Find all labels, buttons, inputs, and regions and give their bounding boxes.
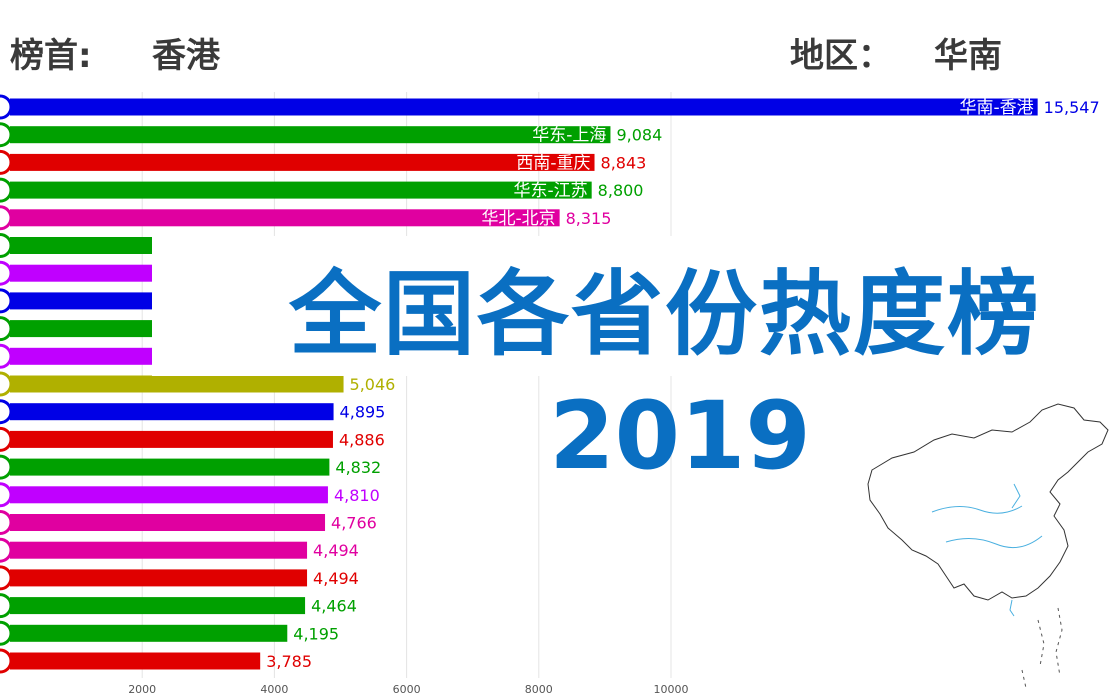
bar-value: 5,046 bbox=[350, 375, 396, 394]
bar-value: 3,785 bbox=[266, 652, 312, 671]
bar-marker bbox=[0, 482, 13, 508]
bar-marker bbox=[0, 205, 13, 231]
bar-value: 8,800 bbox=[598, 181, 644, 200]
bar-marker bbox=[0, 122, 13, 148]
bar-marker bbox=[0, 343, 13, 369]
top-value: 香港 bbox=[152, 36, 220, 76]
bar-value: 4,195 bbox=[293, 624, 339, 643]
bar-marker bbox=[0, 537, 13, 563]
bar-marker bbox=[0, 94, 13, 120]
bar-value: 4,464 bbox=[311, 597, 357, 616]
bar-label: 华北-北京 bbox=[481, 209, 555, 229]
bar-value: 4,832 bbox=[335, 458, 381, 477]
bar-marker bbox=[0, 177, 13, 203]
bar-value: 9,084 bbox=[616, 126, 662, 145]
bar bbox=[10, 237, 153, 254]
bar-marker bbox=[0, 399, 13, 425]
bar bbox=[10, 569, 308, 587]
bar bbox=[10, 292, 153, 310]
bar-value: 4,810 bbox=[334, 486, 380, 505]
bar-marker bbox=[0, 316, 13, 342]
bar bbox=[10, 153, 595, 171]
x-tick-label: 10000 bbox=[654, 683, 689, 695]
bar bbox=[10, 98, 1038, 116]
top-label: 榜首: bbox=[10, 36, 92, 76]
bar bbox=[10, 126, 611, 144]
bar bbox=[10, 597, 306, 615]
bar-value: 8,315 bbox=[566, 209, 612, 228]
bar-label: 华南-香港 bbox=[960, 98, 1034, 118]
bar-marker bbox=[0, 593, 13, 619]
x-tick-label: 2000 bbox=[128, 683, 156, 695]
bar-value: 4,494 bbox=[313, 569, 359, 588]
x-tick-label: 8000 bbox=[525, 683, 553, 695]
bar bbox=[10, 430, 333, 448]
bar-marker bbox=[0, 565, 13, 591]
bar-marker bbox=[0, 233, 13, 258]
bar-marker bbox=[0, 426, 13, 452]
bar-value: 4,494 bbox=[313, 541, 359, 560]
overlay-title: 全国各省份热度榜 bbox=[288, 261, 1041, 368]
bar-marker bbox=[0, 288, 13, 314]
bar-value: 8,843 bbox=[601, 153, 647, 172]
bar bbox=[10, 458, 330, 476]
bar bbox=[10, 624, 288, 642]
bar bbox=[10, 541, 308, 559]
overlay-year: 2019 bbox=[549, 382, 811, 491]
bar-marker bbox=[0, 260, 13, 286]
bar-marker bbox=[0, 371, 13, 397]
bar-label: 西南-重庆 bbox=[516, 153, 590, 173]
bar bbox=[10, 652, 261, 670]
bar bbox=[10, 403, 334, 421]
bar bbox=[10, 209, 560, 227]
bar bbox=[10, 181, 592, 199]
bar bbox=[10, 347, 153, 365]
bar-value: 4,766 bbox=[331, 514, 377, 533]
bar-marker bbox=[0, 648, 13, 674]
region-label: 地区： bbox=[790, 36, 892, 76]
bar-value: 4,895 bbox=[340, 403, 386, 422]
bar bbox=[10, 320, 153, 338]
title-backdrop bbox=[152, 236, 1112, 376]
bar-marker bbox=[0, 454, 13, 480]
bar-value: 15,547 bbox=[1044, 98, 1100, 117]
bar-marker bbox=[0, 620, 13, 646]
x-tick-label: 4000 bbox=[260, 683, 288, 695]
bar bbox=[10, 486, 328, 504]
x-tick-label: 6000 bbox=[393, 683, 421, 695]
china-map-icon bbox=[867, 403, 1109, 689]
bar-marker bbox=[0, 149, 13, 175]
bar bbox=[10, 375, 344, 393]
bar-value: 4,886 bbox=[339, 430, 385, 449]
region-value: 华南 bbox=[934, 36, 1002, 76]
bar bbox=[10, 264, 153, 282]
bar-marker bbox=[0, 510, 13, 535]
bar-label: 华东-上海 bbox=[532, 126, 606, 146]
bar-label: 华东-江苏 bbox=[514, 181, 588, 201]
bar bbox=[10, 514, 326, 531]
